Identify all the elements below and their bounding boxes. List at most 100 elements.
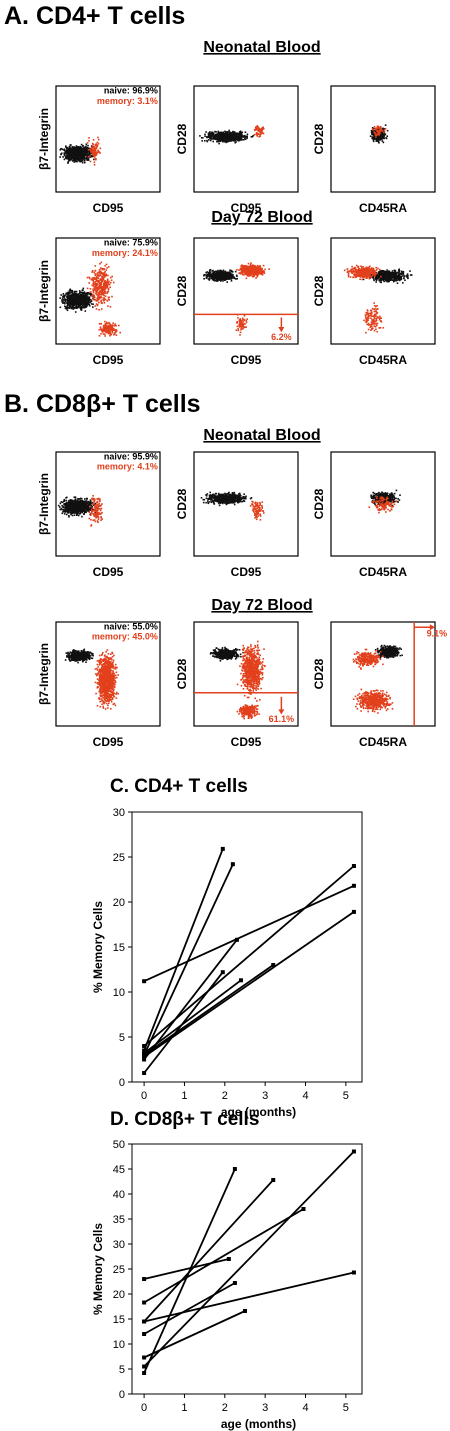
data-point	[301, 1207, 306, 1211]
data-point	[142, 1048, 147, 1053]
x-tick-label: 4	[302, 1090, 308, 1102]
x-axis-label: CD95	[93, 201, 124, 215]
y-tick-label: 5	[119, 1364, 125, 1376]
series-4	[142, 864, 356, 1048]
series-line	[143, 865, 355, 1047]
chart-y-axis-label: % Memory Cells	[91, 901, 105, 993]
scatter-plot-1-1: CD28 CD95 6.2%	[175, 237, 299, 367]
y-axis-label: β7-Integrin	[37, 260, 51, 322]
x-tick-label: 2	[222, 1402, 228, 1414]
plot-frame	[330, 451, 436, 557]
data-point	[271, 963, 276, 967]
series-1	[142, 1178, 276, 1324]
series-line	[143, 1208, 304, 1304]
y-tick-label: 30	[113, 1239, 125, 1251]
y-tick-label: 25	[113, 852, 125, 864]
scatter-plot-0-2: CD28 CD45RA	[312, 85, 436, 215]
data-point	[142, 1277, 147, 1281]
scatter-plot-1-2: CD28 CD45RA	[312, 237, 436, 367]
x-axis-label: CD45RA	[359, 565, 407, 579]
y-axis-label: CD28	[175, 488, 189, 519]
series-2	[142, 1257, 231, 1281]
y-tick-label: 0	[119, 1077, 125, 1089]
scatter-plot-1-0: β7-Integrin CD95 naive: 75.9%memory: 24.1%	[37, 237, 161, 367]
data-point	[142, 1071, 147, 1075]
series-line	[143, 939, 238, 1061]
chart-frame	[131, 1143, 363, 1395]
data-point	[142, 1054, 147, 1059]
series-line	[143, 1282, 236, 1335]
y-tick-label: 15	[113, 942, 125, 954]
percentage-label: naive: 55.0%	[104, 621, 158, 631]
chart-c: C. CD4+ T cells 0 5 10 15 20 25 30 0 1 2 3 4 5 age (mo…	[91, 776, 363, 1119]
plot-frame	[193, 621, 299, 727]
series-5	[142, 883, 356, 984]
data-point	[142, 979, 147, 984]
arrow-head	[278, 709, 285, 715]
x-tick-label: 0	[141, 1402, 147, 1414]
x-axis-label: CD45RA	[359, 735, 407, 749]
percentage-label: 9.1%	[427, 629, 448, 639]
y-axis-label: β7-Integrin	[37, 643, 51, 705]
x-tick-label: 5	[343, 1402, 349, 1414]
plot-frame	[193, 451, 299, 557]
y-tick-label: 50	[113, 1139, 125, 1151]
flow-cytometry-plots: β7-Integrin CD95 naive: 96.9%memory: 3.1% C…	[37, 85, 447, 749]
plot-frame	[193, 85, 299, 193]
plot-frame	[193, 237, 299, 345]
data-point	[351, 864, 356, 868]
chart-title: D. CD8β+ T cells	[110, 1109, 259, 1130]
section-b-title: B. CD8β+ T cells	[4, 390, 201, 418]
x-tick-label: 4	[302, 1402, 308, 1414]
percentage-label: 6.2%	[271, 332, 292, 342]
y-axis-label: CD28	[175, 658, 189, 689]
y-axis-label: CD28	[312, 275, 326, 306]
scatter-plot-2-2: CD28 CD45RA	[312, 451, 436, 579]
data-point	[142, 1300, 147, 1305]
series-6	[142, 1270, 356, 1324]
series-line	[143, 964, 274, 1056]
series-line	[143, 848, 224, 1051]
data-point	[142, 1057, 147, 1062]
plot-frame	[330, 237, 436, 345]
chart-x-axis-label: age (months)	[221, 1417, 296, 1431]
percentage-label: 61.1%	[269, 714, 295, 724]
series-line	[143, 1310, 246, 1359]
x-tick-label: 1	[181, 1090, 187, 1102]
percentage-label: memory: 24.1%	[92, 248, 158, 258]
data-point	[238, 978, 243, 983]
arrow-head	[278, 327, 285, 333]
y-axis-label: β7-Integrin	[37, 473, 51, 535]
y-tick-label: 45	[113, 1164, 125, 1176]
y-tick-label: 0	[119, 1389, 125, 1401]
x-tick-label: 0	[141, 1090, 147, 1102]
plot-frame	[55, 451, 161, 557]
y-tick-label: 10	[113, 1339, 125, 1351]
x-tick-label: 3	[262, 1402, 268, 1414]
x-axis-label: CD95	[93, 353, 124, 367]
plot-frame	[55, 621, 161, 727]
y-axis-label: CD28	[175, 275, 189, 306]
percentage-label: naive: 75.9%	[104, 237, 158, 247]
chart-x-axis-label: age (months)	[221, 1105, 296, 1119]
x-axis-label: CD95	[93, 565, 124, 579]
series-line	[143, 979, 242, 1054]
series-5	[142, 1149, 356, 1369]
y-axis-label: CD28	[312, 658, 326, 689]
data-point	[142, 1364, 147, 1369]
arrow-head	[429, 624, 435, 631]
percentage-label: memory: 3.1%	[97, 96, 158, 106]
x-tick-label: 1	[181, 1402, 187, 1414]
y-tick-label: 10	[113, 987, 125, 999]
data-point	[232, 1281, 237, 1285]
chart-y-axis-label: % Memory Cells	[91, 1223, 105, 1315]
data-point	[142, 1044, 147, 1048]
series-line	[143, 1258, 230, 1280]
scatter-plot-0-1: CD28 CD95	[175, 85, 299, 215]
y-axis-label: β7-Integrin	[37, 108, 51, 170]
series-3	[142, 1207, 306, 1305]
y-tick-label: 20	[113, 897, 125, 909]
data-point	[242, 1309, 247, 1313]
